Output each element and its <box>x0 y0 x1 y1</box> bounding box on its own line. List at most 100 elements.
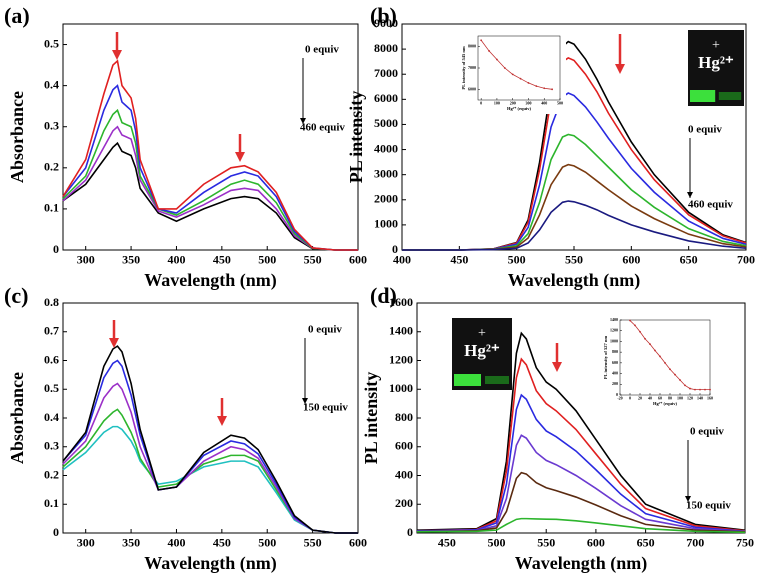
red-arrow-head <box>615 64 625 74</box>
panel-label: (d) <box>370 283 397 308</box>
spectrum-line <box>416 331 746 531</box>
y-tick-label: 0.4 <box>44 410 59 424</box>
red-arrow-head <box>109 338 119 348</box>
inset-point <box>694 388 696 391</box>
annotation: 150 equiv <box>686 500 731 512</box>
inset-point <box>543 87 546 90</box>
x-axis-label: Hg²⁺ (equiv) <box>653 401 678 406</box>
y-tick-label: 7000 <box>374 66 398 80</box>
y-tick-label: 1400 <box>389 324 413 338</box>
y-tick-label: 5000 <box>374 116 398 130</box>
inset-background <box>460 32 566 114</box>
inset-point <box>709 388 711 391</box>
inset-point <box>684 384 686 387</box>
inset-point <box>535 85 538 88</box>
inset-point <box>644 337 646 340</box>
x-tick-label: 400 <box>167 253 185 267</box>
x-tick-label: 500 <box>508 253 526 267</box>
panel-label: (c) <box>4 283 28 308</box>
panel-label: (a) <box>4 3 30 28</box>
x-tick-label: 60 <box>658 396 662 401</box>
y-tick-label: 800 <box>612 349 618 354</box>
y-tick-label: 600 <box>612 360 618 365</box>
photo-label: Hg²⁺ <box>698 53 734 72</box>
y-tick-label: 0.8 <box>44 295 59 309</box>
x-tick-label: 550 <box>537 536 555 550</box>
x-tick-label: 650 <box>680 253 698 267</box>
inset-point <box>480 39 483 42</box>
y-tick-label: 6000 <box>374 91 398 105</box>
inset-point <box>629 319 631 322</box>
y-tick-label: 0.7 <box>44 324 59 338</box>
x-tick-label: 450 <box>438 536 456 550</box>
y-tick-label: 0 <box>53 242 59 256</box>
red-arrow-head <box>235 152 245 162</box>
y-tick-label: 0 <box>616 392 618 397</box>
inset-point <box>679 379 681 381</box>
spectrum-line <box>62 59 358 251</box>
y-tick-label: 200 <box>395 496 413 510</box>
y-tick-label: 6000 <box>468 86 476 91</box>
trend-arrow-head <box>300 118 306 124</box>
y-tick-label: 600 <box>395 439 413 453</box>
photo-plus: + <box>712 38 720 53</box>
y-axis-label: Absorbance <box>7 91 27 183</box>
trend-arrow-head <box>302 398 308 404</box>
spectrum-line <box>416 517 746 534</box>
spectrum-line <box>62 108 358 251</box>
spectrum-line <box>416 434 746 533</box>
inset-point <box>649 343 651 346</box>
x-tick-label: 200 <box>510 101 516 106</box>
inset-point <box>689 387 691 390</box>
annotation: 0 equiv <box>688 124 722 136</box>
x-tick-label: 40 <box>648 396 652 401</box>
trend-arrow-head <box>687 192 693 198</box>
y-tick-label: 8000 <box>374 41 398 55</box>
spectrum-line <box>62 425 358 534</box>
x-tick-label: 450 <box>213 253 231 267</box>
spectrum-line <box>62 345 358 534</box>
y-tick-label: 1000 <box>610 338 618 343</box>
inset-point <box>669 368 671 371</box>
x-tick-label: 600 <box>349 536 367 550</box>
x-tick-label: 450 <box>450 253 468 267</box>
x-tick-label: 350 <box>122 253 140 267</box>
y-tick-label: 9000 <box>374 16 398 30</box>
y-axis-label: PL intensity of 527 nm <box>603 336 608 380</box>
y-tick-label: 0.3 <box>44 439 59 453</box>
x-tick-label: 550 <box>304 253 322 267</box>
panel-label: (b) <box>370 3 397 28</box>
y-axis-label: PL intensity <box>346 91 366 184</box>
spectrum-line <box>402 56 747 251</box>
x-tick-label: 80 <box>668 396 672 401</box>
x-tick-label: 0 <box>629 396 631 401</box>
x-tick-label: 500 <box>557 101 563 106</box>
spectrum-line <box>402 163 747 251</box>
inset-point <box>704 388 706 391</box>
x-axis-label: Wavelength (nm) <box>144 270 277 291</box>
inset-point <box>664 361 666 364</box>
annotation: 150 equiv <box>303 402 348 414</box>
y-tick-label: 0.2 <box>44 467 59 481</box>
spectrum-line <box>402 200 747 251</box>
x-tick-label: 550 <box>304 536 322 550</box>
x-tick-label: 600 <box>349 253 367 267</box>
red-arrow-head <box>552 362 562 372</box>
photo-glow <box>485 376 509 384</box>
inset-point <box>519 77 522 80</box>
y-tick-label: 4000 <box>374 141 398 155</box>
x-tick-label: 750 <box>736 536 754 550</box>
y-tick-label: 0.2 <box>44 160 59 174</box>
y-tick-label: 0 <box>407 525 413 539</box>
x-tick-label: 20 <box>638 396 642 401</box>
inset-point <box>503 67 506 69</box>
y-tick-label: 1200 <box>389 352 413 366</box>
inset-line <box>480 40 553 90</box>
y-tick-label: 1200 <box>610 328 618 333</box>
y-tick-label: 0 <box>392 242 398 256</box>
inset-point <box>527 82 530 84</box>
spectrum-line <box>62 125 358 251</box>
y-tick-label: 400 <box>612 370 618 375</box>
spectrum-line <box>402 133 747 251</box>
